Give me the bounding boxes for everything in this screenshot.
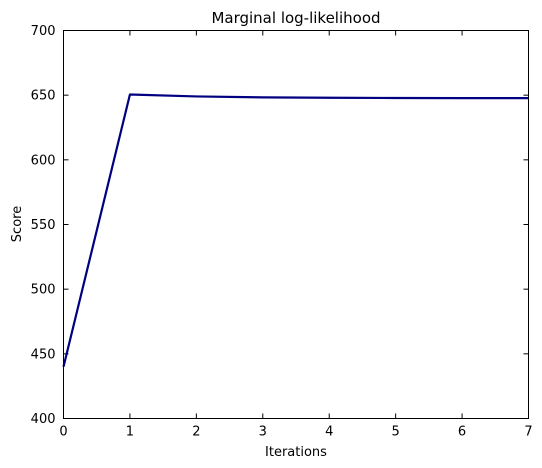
y-tick-label: 700 (31, 24, 56, 39)
x-tick-label: 0 (59, 425, 67, 440)
y-tick-label: 400 (31, 412, 56, 427)
y-axis-title: Score (10, 206, 25, 242)
plot-frame (63, 30, 529, 419)
y-tick-label: 650 (31, 89, 56, 104)
x-tick-label: 4 (325, 425, 333, 440)
series-layer (62, 93, 529, 368)
y-tick-label: 550 (31, 218, 56, 233)
x-tick-label: 3 (259, 425, 267, 440)
x-tick-label: 7 (524, 425, 532, 440)
y-tick-label: 450 (31, 347, 56, 362)
y-tick-label: 600 (31, 153, 56, 168)
x-tick-label: 5 (392, 425, 400, 440)
x-tick-label: 1 (126, 425, 134, 440)
x-tick-label: 6 (458, 425, 466, 440)
y-tick-label: 500 (31, 283, 56, 298)
series-line (62, 93, 529, 368)
chart-title: Marginal log-likelihood (211, 9, 380, 27)
x-tick-label: 2 (192, 425, 200, 440)
ticks-layer: 0 1 2 3 4 5 6 7 400 450 500 550 600 650 700 (31, 24, 533, 440)
x-axis-title: Iterations (265, 445, 327, 460)
